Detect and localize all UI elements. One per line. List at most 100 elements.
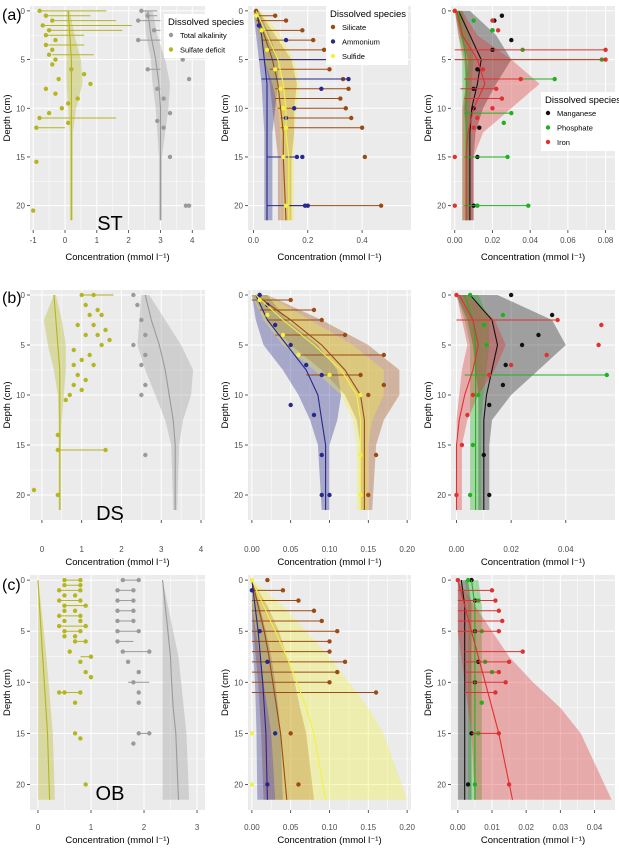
data-point (338, 96, 343, 101)
data-point (490, 106, 495, 111)
x-tick-label: 0 (63, 236, 68, 245)
y-tick-label: 5 (239, 56, 244, 65)
data-point (500, 618, 505, 624)
y-tick-label: 15 (16, 441, 25, 450)
panel-a1: 0 5 10 15 20 -1 0 1 2 3 4 Concentration (mmol l⁻¹) D… (2, 6, 244, 263)
data-point (373, 690, 379, 695)
row-label: (a) (2, 7, 22, 24)
data-point (125, 659, 131, 665)
data-point (91, 292, 96, 298)
confidence-band (457, 580, 612, 800)
data-point (71, 382, 76, 388)
data-point (131, 741, 136, 746)
data-point (62, 634, 67, 639)
data-point (75, 322, 80, 328)
confidence-band (66, 10, 83, 221)
data-point (467, 492, 473, 498)
data-point (37, 8, 42, 14)
legend-background (164, 14, 242, 58)
data-point (519, 342, 525, 348)
data-point (487, 372, 492, 378)
data-point (46, 110, 52, 116)
legend-title: Dissolved species (330, 9, 406, 20)
y-tick-label: 20 (437, 491, 446, 500)
confidence-band (251, 580, 408, 800)
data-point (136, 628, 141, 634)
data-point (452, 8, 457, 14)
data-point (67, 649, 72, 654)
confidence-band (144, 10, 170, 221)
data-point (143, 352, 148, 358)
data-point (477, 125, 482, 130)
data-point (321, 47, 327, 53)
x-tick-label: 0.0 (248, 236, 260, 245)
legend-label: Manganese (557, 109, 596, 118)
data-point (83, 782, 88, 787)
fit-line (251, 579, 288, 800)
y-tick-label: 15 (437, 153, 446, 162)
data-point (291, 106, 297, 111)
data-point (31, 487, 37, 493)
data-point (78, 577, 83, 583)
data-point (145, 67, 150, 72)
x-axis-title: Concentration (mmol l⁻¹) (277, 557, 381, 568)
x-tick-label: 0.02 (503, 545, 519, 554)
data-point (503, 362, 508, 368)
data-point (99, 312, 104, 318)
x-tick-label: 0.01 (484, 823, 500, 832)
data-point (484, 342, 489, 348)
y-tick-label: 15 (16, 729, 25, 738)
data-point (50, 47, 55, 53)
data-point (346, 76, 351, 82)
data-point (62, 618, 67, 624)
data-point (265, 659, 270, 665)
x-axis-title: Concentration (mmol l⁻¹) (277, 835, 381, 846)
fit-line (255, 10, 268, 221)
data-point (103, 327, 108, 333)
legend-title: Dissolved species (168, 17, 244, 28)
data-point (283, 203, 289, 208)
y-tick-label: 10 (234, 678, 243, 687)
data-point (296, 352, 301, 358)
x-tick-label: -1 (30, 236, 38, 245)
y-tick-label: 10 (16, 391, 25, 400)
data-point (536, 332, 541, 338)
data-point (78, 583, 83, 588)
data-point (65, 101, 71, 106)
data-point (465, 577, 471, 583)
data-point (454, 292, 459, 298)
data-point (46, 52, 52, 57)
data-point (71, 362, 76, 368)
x-tick-label: 0.10 (322, 545, 338, 554)
data-point (327, 492, 332, 498)
x-tick-label: 1 (79, 545, 84, 554)
station-label: DS (96, 503, 124, 525)
x-tick-label: 0.2 (302, 236, 314, 245)
fit-line (162, 580, 180, 800)
legend-key (330, 24, 336, 30)
data-point (471, 125, 476, 130)
data-point (55, 447, 61, 453)
x-axis-title: Concentration (mmol l⁻¹) (481, 252, 585, 263)
x-tick-label: 0.05 (283, 823, 299, 832)
data-point (281, 106, 286, 111)
confidence-band (464, 580, 482, 800)
data-point (349, 115, 354, 121)
data-point (272, 322, 278, 328)
data-point (103, 447, 108, 453)
data-point (265, 577, 270, 583)
legend-key (168, 47, 174, 52)
data-point (342, 659, 348, 665)
y-tick-label: 20 (234, 202, 243, 211)
y-tick-label: 0 (442, 7, 447, 16)
fit-line (147, 10, 162, 221)
x-tick-label: 0 (36, 823, 41, 832)
data-point (288, 297, 293, 303)
fit-line (455, 294, 479, 510)
data-point (335, 669, 340, 675)
fit-line (255, 294, 362, 510)
data-point (135, 37, 141, 43)
data-point (596, 342, 601, 348)
y-tick-label: 5 (442, 56, 447, 65)
